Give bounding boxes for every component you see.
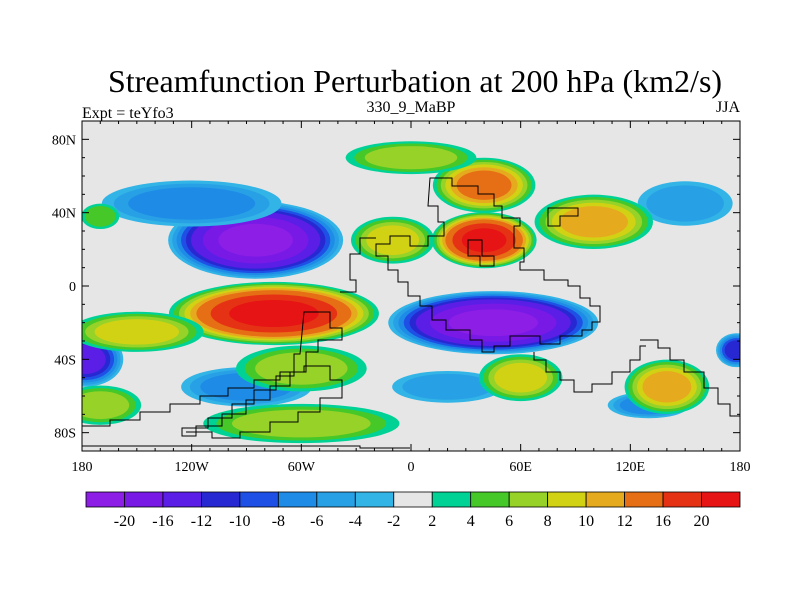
- colorbar-label: -2: [387, 513, 400, 530]
- chart-title: Streamfunction Perturbation at 200 hPa (…: [108, 63, 722, 99]
- colorbar-label: 10: [578, 513, 594, 530]
- x-tick-label: 60E: [509, 460, 532, 475]
- center-subtitle: 330_9_MaBP: [367, 99, 456, 116]
- y-tick-label: 0: [69, 280, 76, 295]
- coastline-antarctica: [82, 365, 410, 449]
- colorbar-label: 12: [617, 513, 633, 530]
- contour-level-pos-14-4: [642, 371, 692, 403]
- contour-level-neg-5-1: [646, 185, 724, 222]
- colorbar-label: -20: [114, 513, 135, 530]
- contour-level-pos-20-2: [364, 146, 458, 170]
- colorbar-box: [277, 491, 318, 508]
- contour-level-neg-1-7: [448, 309, 539, 337]
- contour-level-pos-16-2: [255, 352, 348, 385]
- colorbar-label: 20: [694, 513, 710, 530]
- coastline-east-asia: [467, 207, 579, 267]
- y-tick-label: 80N: [52, 133, 76, 148]
- colorbar-box: [393, 491, 433, 508]
- contour-level-neg-3-4: [724, 340, 740, 360]
- colorbar-label: 6: [505, 513, 513, 530]
- contour-level-pos-17-3: [94, 319, 180, 345]
- y-tick-label: 40S: [54, 353, 76, 368]
- contour-level-pos-21-1: [84, 205, 116, 227]
- y-axis: 80N 40N 0 40S 80S: [52, 133, 740, 442]
- contour-level-pos-11-5: [456, 170, 512, 200]
- colorbar-label: 16: [655, 513, 671, 530]
- left-subtitle: Expt = teYfo3: [82, 105, 174, 122]
- x-tick-label: 180: [72, 460, 93, 475]
- colorbar-box: [162, 491, 202, 508]
- colorbar-box: [662, 491, 702, 508]
- colorbar-box: [431, 491, 472, 508]
- contour-level-pos-15-3: [494, 362, 548, 393]
- contour-level-pos-19-2: [231, 409, 371, 438]
- contour-level-pos-9-7: [229, 300, 319, 327]
- colorbar-box: [201, 491, 241, 508]
- x-tick-label: 120W: [175, 460, 210, 475]
- colorbar-box: [124, 491, 164, 508]
- contour-level-pos-18-2: [82, 391, 130, 420]
- colorbar-box: [701, 491, 741, 508]
- x-tick-label: 180: [730, 460, 751, 475]
- x-axis: 180 120W 60W 0 60E 120E 180: [72, 121, 751, 475]
- x-tick-label: 0: [408, 460, 415, 475]
- colorbar-box: [585, 491, 625, 508]
- colorbar-label: -6: [310, 513, 323, 530]
- contour-level-neg-2-5: [82, 344, 106, 374]
- contour-level-neg-4-2: [128, 187, 256, 220]
- coastline-americas: [181, 237, 376, 437]
- colorbar-box: [624, 491, 664, 508]
- colorbar-box: [547, 491, 587, 508]
- colorbar-box: [508, 491, 549, 508]
- y-tick-label: 80S: [54, 427, 76, 442]
- colorbar-label: 8: [544, 513, 552, 530]
- colorbar: -20 -16 -12 -10 -8 -6 -4 -2 2 4 6 8 10 12 16 20: [85, 491, 741, 530]
- colorbar-box: [85, 491, 125, 508]
- x-tick-label: 120E: [616, 460, 646, 475]
- colorbar-label: -4: [349, 513, 362, 530]
- contour-level-neg-7-1: [402, 373, 493, 400]
- colorbar-label: -12: [191, 513, 212, 530]
- colorbar-label: 2: [428, 513, 436, 530]
- colorbar-box: [239, 491, 279, 508]
- map-plot: [81, 120, 741, 452]
- colorbar-label: -8: [272, 513, 285, 530]
- x-tick-label: 60W: [288, 460, 316, 475]
- contour-level-pos-12-4: [559, 206, 628, 238]
- coastline-australia: [533, 339, 740, 417]
- colorbar-label: -10: [229, 513, 250, 530]
- y-tick-label: 40N: [52, 207, 76, 222]
- right-subtitle: JJA: [716, 99, 740, 116]
- coastline-eurasia-africa: [375, 177, 601, 353]
- colorbar-label: 4: [467, 513, 475, 530]
- colorbar-box: [470, 491, 510, 508]
- contour-level-neg-0-7: [218, 223, 293, 257]
- colorbar-box: [354, 491, 395, 508]
- colorbar-label: -16: [152, 513, 173, 530]
- colorbar-box: [316, 491, 356, 508]
- coastline-layer: [82, 177, 740, 449]
- contour-level-pos-13-3: [366, 225, 420, 255]
- contour-level-pos-10-7: [461, 228, 507, 253]
